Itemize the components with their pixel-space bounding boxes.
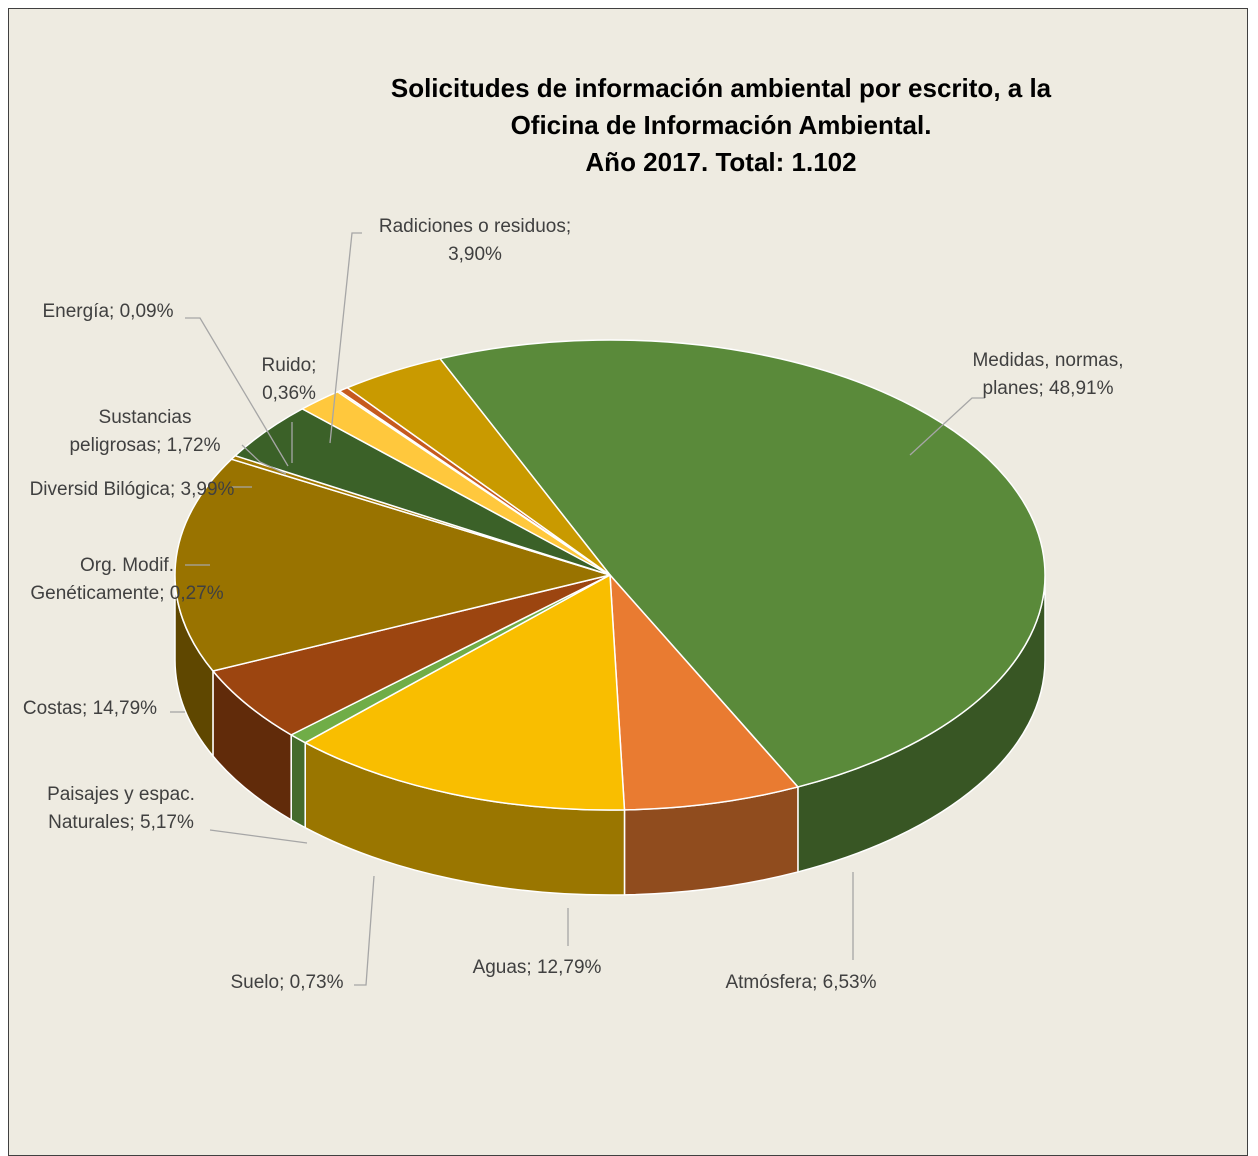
data-label-org-modif-geneticamente: Org. Modif. Genéticamente; 0,27% — [30, 555, 223, 604]
data-label-line: Ruido; — [262, 355, 317, 376]
slice-radiciones-o-residuos[interactable] — [346, 357, 611, 576]
data-label-line: planes; 48,91% — [983, 378, 1114, 399]
data-label-line: Costas; 14,79% — [23, 698, 157, 719]
data-label-line: Diversid Bilógica; 3,99% — [30, 479, 235, 500]
data-label-line: Atmósfera; 6,53% — [725, 972, 876, 993]
data-label-ruido: Ruido; 0,36% — [262, 355, 317, 404]
data-label-line: 3,90% — [448, 244, 502, 265]
slice-side-suelo — [290, 733, 306, 829]
data-label-line: Radiciones o residuos; — [379, 216, 571, 237]
data-label-line: Sustancias — [99, 407, 192, 428]
data-label-costas: Costas; 14,79% — [23, 698, 157, 719]
data-label-line: Suelo; 0,73% — [230, 972, 343, 993]
chart-title-line-1: Solicitudes de información ambiental por… — [390, 73, 1052, 103]
data-label-line: Naturales; 5,17% — [48, 812, 194, 833]
leader-line-paisajes-y-espac-naturales — [209, 829, 308, 844]
data-label-line: 0,36% — [262, 383, 316, 404]
chart-title: Solicitudes de información ambiental por… — [300, 70, 1142, 181]
data-label-sustancias-peligrosas: Sustancias peligrosas; 1,72% — [69, 407, 220, 456]
leader-line-suelo — [354, 875, 375, 986]
data-label-line: peligrosas; 1,72% — [69, 435, 220, 456]
data-label-paisajes-y-espac-naturales: Paisajes y espac. Naturales; 5,17% — [47, 784, 195, 833]
slice-paisajes-y-espac-naturales[interactable] — [212, 574, 611, 736]
data-labels: Medidas, normas, planes; 48,91% Atmósfera;… — [23, 216, 1124, 993]
data-label-line: Energía; 0,09% — [43, 301, 174, 322]
slice-atmosfera[interactable] — [609, 574, 799, 811]
data-label-diversid-bilogica: Diversid Bilógica; 3,99% — [30, 479, 235, 500]
chart-title-line-2: Oficina de Información Ambiental. — [510, 110, 932, 140]
data-label-line: Aguas; 12,79% — [473, 957, 602, 978]
leader-line-medidas-normas-planes — [909, 397, 985, 456]
leader-line-sustancias-peligrosas — [241, 444, 287, 475]
chart-title-line-3: Año 2017. Total: 1.102 — [585, 147, 857, 177]
data-label-line: Genéticamente; 0,27% — [30, 583, 223, 604]
data-label-line: Paisajes y espac. — [47, 784, 195, 805]
data-label-atmosfera: Atmósfera; 6,53% — [725, 972, 876, 993]
data-label-medidas-normas-planes: Medidas, normas, planes; 48,91% — [972, 350, 1123, 399]
pie-top — [174, 339, 1046, 811]
leader-line-radiciones-o-residuos — [329, 232, 362, 444]
slice-medidas-normas-planes[interactable] — [439, 339, 1046, 788]
data-label-aguas: Aguas; 12,79% — [473, 957, 602, 978]
data-label-energia: Energía; 0,09% — [43, 301, 174, 322]
data-label-line: Org. Modif. — [80, 555, 174, 576]
data-label-radiciones-o-residuos: Radiciones o residuos; 3,90% — [379, 216, 571, 265]
data-label-line: Medidas, normas, — [972, 350, 1123, 371]
slice-aguas[interactable] — [304, 574, 626, 811]
leader-line-energia — [185, 317, 289, 467]
leader-lines — [170, 232, 985, 986]
slice-costas[interactable] — [174, 458, 611, 672]
data-label-suelo: Suelo; 0,73% — [230, 972, 343, 993]
